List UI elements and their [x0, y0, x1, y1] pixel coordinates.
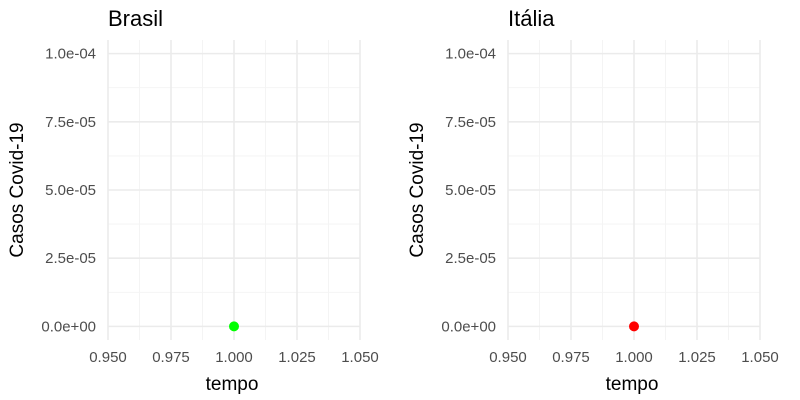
x-tick-label: 0.975: [552, 349, 590, 366]
x-axis-title: tempo: [206, 374, 259, 395]
y-tick-label: 0.0e+00: [41, 318, 96, 335]
data-point: [229, 321, 239, 332]
y-tick-label: 1.0e-04: [445, 46, 496, 63]
y-tick-label: 2.5e-05: [445, 250, 496, 267]
x-tick-label: 1.000: [615, 349, 653, 366]
y-tick-label: 7.5e-05: [445, 114, 496, 131]
x-tick-label: 1.025: [678, 349, 716, 366]
x-tick-label: 0.950: [89, 349, 127, 366]
y-tick-label: 7.5e-05: [45, 114, 96, 131]
x-tick-label: 1.025: [278, 349, 316, 366]
y-tick-label: 0.0e+00: [441, 318, 496, 335]
chart-title: Itália: [508, 6, 555, 31]
data-points: [629, 321, 639, 332]
y-tick-label: 1.0e-04: [45, 46, 96, 63]
y-axis-title: Casos Covid-19: [7, 122, 28, 257]
chart-panel-italia: Itália 0.0e+00 2.5e-05 5.0e-05 7.5e-05 1.0e-…: [407, 6, 779, 395]
x-axis-title: tempo: [606, 374, 659, 395]
x-tick-label: 0.975: [152, 349, 190, 366]
y-tick-label: 5.0e-05: [45, 182, 96, 199]
x-tick-label: 1.050: [341, 349, 379, 366]
chart-title: Brasil: [108, 6, 163, 31]
y-axis-ticks: 0.0e+00 2.5e-05 5.0e-05 7.5e-05 1.0e-04: [441, 46, 496, 336]
y-tick-label: 5.0e-05: [445, 182, 496, 199]
y-tick-label: 2.5e-05: [45, 250, 96, 267]
data-point: [629, 321, 639, 332]
grid: [507, 40, 761, 340]
x-axis-ticks: 0.950 0.975 1.000 1.025 1.050: [489, 349, 779, 366]
y-axis-ticks: 0.0e+00 2.5e-05 5.0e-05 7.5e-05 1.0e-04: [41, 46, 96, 336]
chart-panel-brasil: Brasil 0.0e+00 2.5e-05 5.0e-05 7.5e-05 1.0e-…: [7, 6, 379, 395]
data-points: [229, 321, 239, 332]
x-axis-ticks: 0.950 0.975 1.000 1.025 1.050: [89, 349, 379, 366]
x-tick-label: 0.950: [489, 349, 527, 366]
x-tick-label: 1.000: [215, 349, 253, 366]
grid: [107, 40, 361, 340]
y-axis-title: Casos Covid-19: [407, 122, 428, 257]
x-tick-label: 1.050: [741, 349, 779, 366]
